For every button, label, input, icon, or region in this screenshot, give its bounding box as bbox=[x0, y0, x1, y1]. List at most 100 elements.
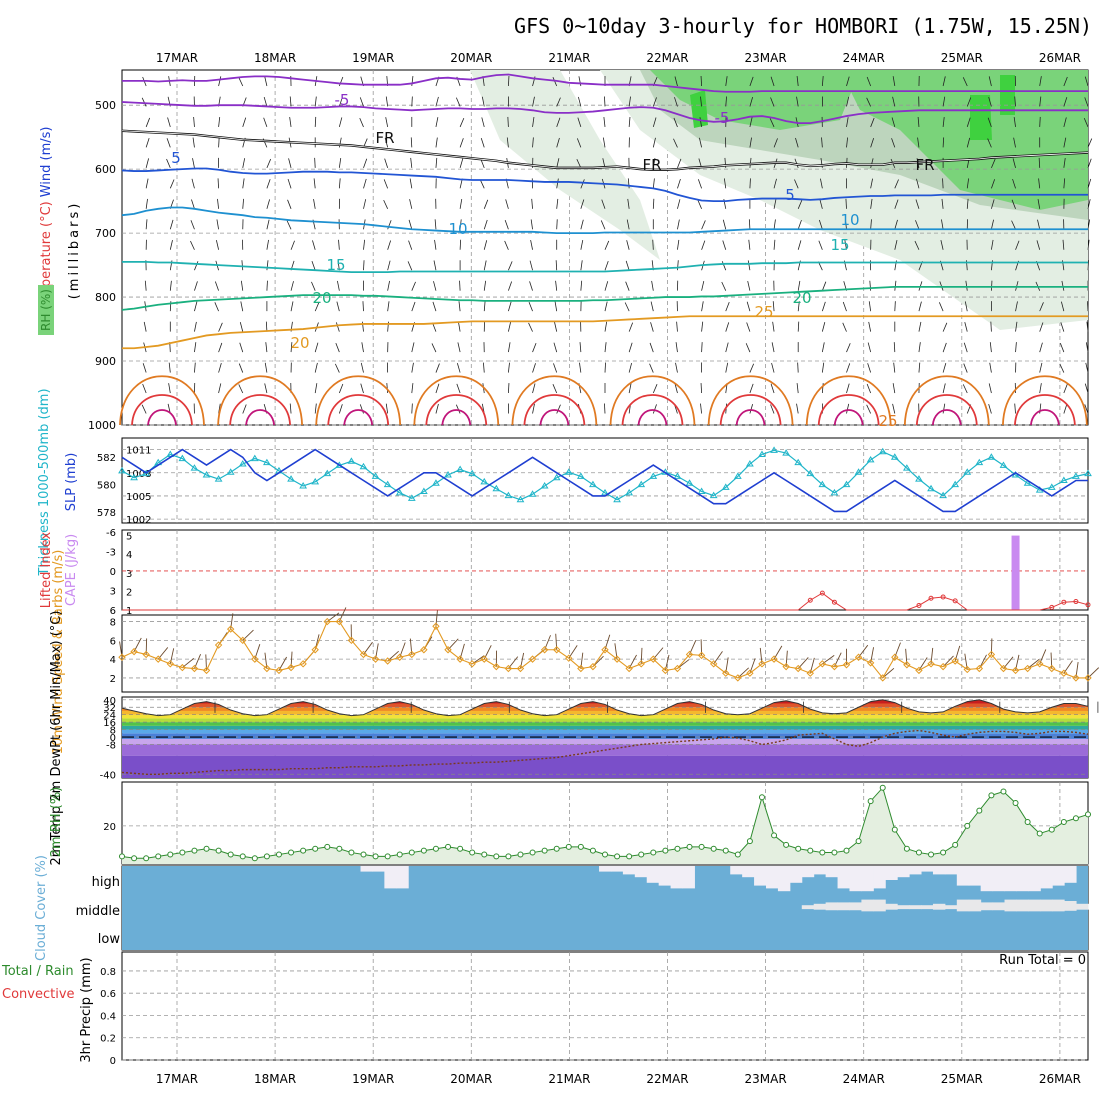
cloud-high-gap bbox=[742, 866, 755, 878]
wind-barb bbox=[1063, 157, 1066, 168]
wind-barb bbox=[748, 239, 751, 250]
wind-barb bbox=[290, 240, 295, 250]
rh-point bbox=[903, 845, 910, 852]
wind-barb bbox=[964, 301, 968, 312]
wind-barb bbox=[483, 219, 488, 230]
wind-speed-point bbox=[420, 646, 428, 654]
wind-barb bbox=[387, 240, 392, 250]
x-tick-top: 21MAR bbox=[548, 51, 590, 65]
wind-barb bbox=[314, 383, 318, 394]
x-tick-bottom: 25MAR bbox=[941, 1072, 983, 1086]
isotherm-35 bbox=[523, 394, 586, 426]
wind-barb bbox=[553, 363, 558, 373]
wind-barb bbox=[991, 239, 994, 250]
isotherm-label: 10 bbox=[840, 211, 859, 229]
wind-barb bbox=[773, 138, 778, 148]
wind-barb bbox=[337, 280, 340, 291]
rh-point bbox=[481, 851, 488, 858]
wind-barb bbox=[1063, 404, 1068, 414]
wind-barb bbox=[190, 240, 195, 250]
wind-barb bbox=[894, 199, 899, 209]
wind-barb bbox=[338, 117, 343, 128]
temp-band bbox=[122, 722, 1088, 726]
pressure-tick: 500 bbox=[95, 99, 116, 112]
wind-barb bbox=[652, 404, 657, 414]
thickness-point bbox=[601, 488, 609, 496]
wind-barb bbox=[866, 97, 872, 107]
rh-point bbox=[203, 845, 210, 852]
wind-barb bbox=[217, 178, 219, 189]
wind-barb bbox=[870, 117, 875, 128]
wind-barb bbox=[435, 117, 439, 128]
wind-barb bbox=[893, 342, 896, 353]
wind-barb bbox=[866, 404, 872, 414]
thickness-point bbox=[395, 488, 404, 496]
wind-barb bbox=[194, 281, 198, 291]
wind-barb bbox=[169, 219, 174, 230]
wind-barb bbox=[479, 179, 485, 189]
thickness-point bbox=[576, 472, 585, 479]
wind-barb bbox=[1087, 239, 1090, 250]
cloud-mid-gap bbox=[825, 902, 839, 911]
isotherm-40 bbox=[245, 409, 275, 426]
wind-barb bbox=[216, 240, 219, 250]
wind-barb bbox=[555, 280, 558, 291]
rh2m-panel: 20 bbox=[103, 784, 1091, 864]
wind-barb bbox=[628, 383, 632, 394]
wind-barb bbox=[191, 178, 195, 189]
isotherm-30 bbox=[413, 375, 500, 426]
wind-barb bbox=[556, 137, 560, 148]
wind-speed-point bbox=[1035, 660, 1044, 668]
wind-barb bbox=[311, 281, 316, 291]
isotherm-35 bbox=[817, 394, 880, 426]
rh-point bbox=[1024, 819, 1031, 826]
cape-tick: 2 bbox=[126, 587, 132, 598]
wind-speed-point bbox=[202, 666, 211, 675]
cloud-high-gap bbox=[813, 866, 827, 875]
wind-barb bbox=[433, 260, 437, 271]
wind-barb bbox=[218, 383, 222, 394]
cloud-high-gap bbox=[1064, 866, 1077, 883]
wind-barb bbox=[218, 322, 223, 332]
wind-barb bbox=[579, 342, 582, 353]
wind-barb bbox=[942, 116, 945, 127]
wind-barb bbox=[577, 117, 582, 128]
wind-barb bbox=[677, 219, 680, 230]
wind-barb bbox=[866, 383, 872, 394]
thickness-point bbox=[649, 472, 658, 479]
isotherm-label: FR bbox=[915, 156, 934, 174]
rh-point bbox=[251, 855, 258, 862]
wind-barb bbox=[338, 178, 341, 189]
thickness-point bbox=[432, 479, 440, 486]
wind-barb bbox=[387, 220, 392, 230]
cloud-high-gap bbox=[861, 866, 874, 892]
temp-tick: -8 bbox=[106, 740, 116, 751]
wind-barb bbox=[264, 383, 268, 394]
wind-barb bbox=[338, 383, 344, 394]
wind-barb bbox=[528, 322, 533, 332]
rh-point bbox=[143, 855, 150, 862]
isotherm-40 bbox=[539, 409, 570, 426]
wind-barb bbox=[820, 178, 823, 189]
wind-barb bbox=[650, 322, 654, 332]
wind-barb bbox=[772, 301, 775, 312]
thickness-point bbox=[589, 480, 597, 488]
rh-tick: 20 bbox=[103, 822, 116, 833]
wind-speed-point bbox=[1048, 664, 1056, 673]
ylabel-rh: RH (%) bbox=[39, 289, 53, 331]
rh-shading bbox=[650, 70, 860, 130]
wind-barb bbox=[407, 261, 413, 271]
isotherm-40 bbox=[343, 409, 374, 426]
ylabel-pressure: (millibars) bbox=[67, 201, 82, 300]
wind-barb bbox=[338, 239, 340, 250]
wind-tick: 2 bbox=[110, 674, 116, 685]
isotherm-35 bbox=[327, 394, 390, 426]
isotherm-10 bbox=[121, 206, 1088, 235]
wind-barb bbox=[143, 321, 147, 332]
wind-barb bbox=[940, 240, 944, 250]
thickness-point bbox=[238, 460, 247, 467]
wind-speed-point bbox=[1072, 674, 1080, 682]
pressure-tick: 700 bbox=[95, 227, 116, 240]
